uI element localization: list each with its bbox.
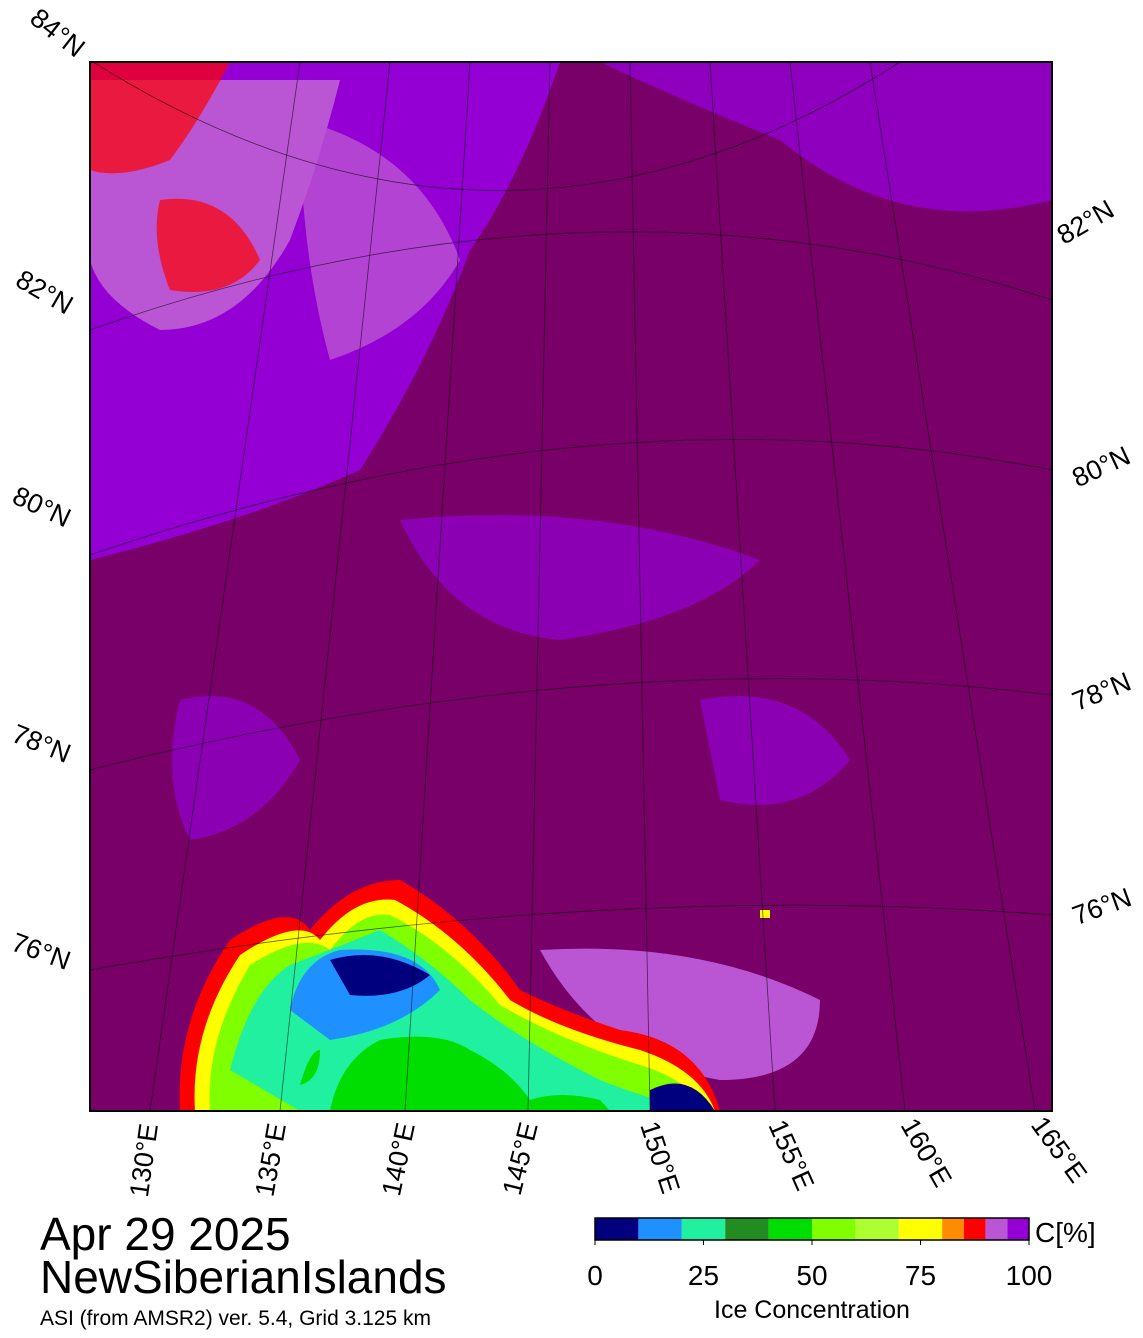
colorbar-segment [1007,1218,1029,1240]
map [90,62,1052,1111]
lat-label: 76°N [1068,882,1135,931]
colorbar-segment [595,1218,639,1240]
map-frame [89,61,1053,1112]
lat-labels-right: 82°N 80°N 78°N 76°N [1052,194,1136,931]
date: Apr 29 2025 [40,1208,291,1260]
lon-label: 150°E [634,1118,685,1198]
colorbar: 0 25 50 75 100 [587,1217,1053,1291]
colorbar-segment [681,1218,726,1240]
lat-labels-left: 84°N 82°N 80°N 78°N 76°N [8,3,91,976]
source: ASI (from AMSR2) ver. 5.4, Grid 3.125 km [40,1307,431,1330]
lon-label: 155°E [763,1115,820,1195]
colorbar-title: Ice Concentration [714,1296,910,1324]
lat-label: 80°N [1068,441,1135,494]
colorbar-tick-label: 100 [1006,1260,1053,1291]
lat-label: 80°N [8,481,75,534]
lat-label: 78°N [1068,666,1135,716]
lat-label: 82°N [1052,194,1119,250]
lat-label: 84°N [25,3,91,64]
lon-label: 160°E [895,1113,958,1192]
lon-labels: 130°E 135°E 140°E 145°E 150°E 155°E 160°E 165°E [124,1111,1093,1199]
lon-label: 135°E [250,1121,292,1199]
colorbar-segment [812,1218,856,1240]
colorbar-unit: C[%] [1035,1217,1096,1248]
region: NewSiberianIslands [40,1251,447,1303]
colorbar-segment [942,1218,964,1240]
lon-label: 165°E [1025,1111,1093,1188]
lon-label: 130°E [124,1122,164,1199]
colorbar-segment [768,1218,812,1240]
lat-label: 76°N [8,927,75,976]
colorbar-tick-label: 0 [587,1260,603,1291]
colorbar-segment [855,1218,899,1240]
colorbar-segment [985,1218,1008,1240]
colorbar-tick-label: 75 [905,1260,936,1291]
lon-label: 140°E [376,1120,421,1198]
colorbar-segment [898,1218,943,1240]
lat-label: 78°N [8,718,75,768]
colorbar-segment [963,1218,986,1240]
lat-label: 82°N [11,264,78,320]
colorbar-tick-label: 50 [796,1260,827,1291]
colorbar-segment [638,1218,682,1240]
colorbar-tick-label: 25 [688,1260,719,1291]
lon-label: 145°E [497,1119,544,1198]
colorbar-segment [725,1218,769,1240]
